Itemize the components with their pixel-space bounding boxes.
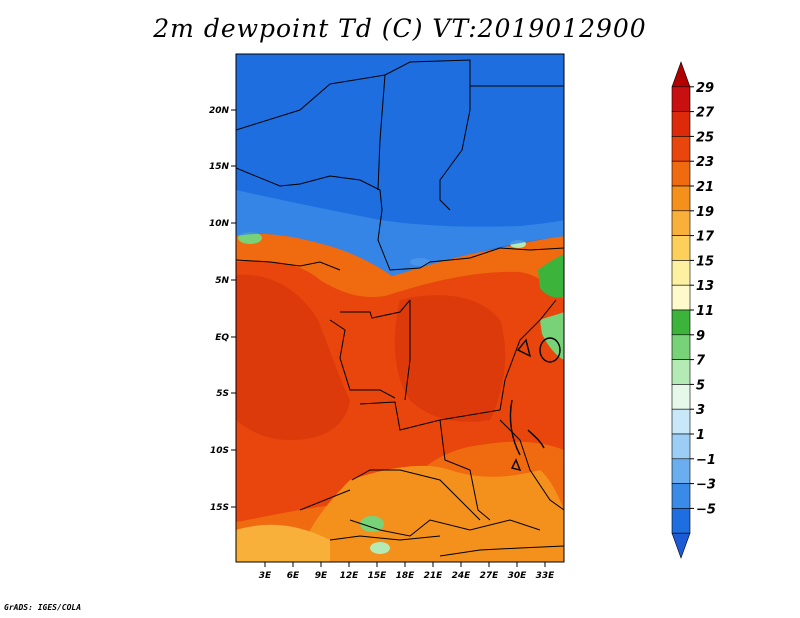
lon-axis: 3E 6E 9E 12E 15E 18E 21E 24E 27E 30E 33E (259, 562, 555, 581)
colorbar-cell (671, 384, 691, 410)
colorbar-cell (671, 433, 691, 460)
colorbar-label: 27 (696, 106, 715, 121)
colorbar-label: −1 (696, 453, 716, 468)
lat-axis: 20N 15N 10N 5N EQ 5S 10S 15S (209, 106, 236, 513)
colorbar-label: 19 (696, 205, 714, 220)
colorbar-label: 5 (696, 378, 705, 393)
colorbar-cell (671, 334, 691, 360)
colorbar-cell (671, 61, 691, 88)
colorbar-label: 13 (696, 279, 714, 294)
colorbar-label: −5 (696, 502, 716, 517)
lon-label: 27E (480, 571, 500, 581)
colorbar-label: 15 (696, 254, 714, 269)
colorbar-cell (671, 235, 691, 261)
colorbar-cell (671, 210, 691, 236)
colorbar-cell (671, 185, 691, 212)
colorbar-label: 17 (696, 230, 715, 245)
lon-label: 12E (340, 571, 360, 581)
lon-label: 9E (315, 571, 328, 581)
colorbar-cell (671, 284, 691, 311)
grads-credit: GrADS: IGES/COLA (4, 603, 82, 612)
colorbar-label: 11 (696, 304, 714, 319)
colorbar-cell (671, 136, 691, 162)
colorbar-label: 1 (696, 428, 705, 443)
lon-label: 3E (259, 571, 272, 581)
lat-label: 10N (209, 219, 230, 229)
lat-label: 15S (210, 503, 229, 513)
colorbar-label: 9 (696, 329, 705, 344)
lat-label: 5N (215, 276, 229, 286)
lon-label: 6E (287, 571, 300, 581)
lon-label: 18E (396, 571, 416, 581)
lon-label: 33E (536, 571, 556, 581)
map-title: 2m dewpoint Td (C) VT:2019012900 (153, 14, 647, 43)
map-frame (235, 53, 565, 563)
colorbar-cell (671, 483, 691, 509)
lon-label: 30E (508, 571, 528, 581)
map-field (236, 54, 564, 562)
colorbar-cell (671, 309, 691, 336)
colorbar-cell (671, 359, 691, 385)
lat-label: 5S (216, 389, 229, 399)
lat-label: 10S (210, 446, 229, 456)
colorbar: 29 27 25 23 21 19 17 15 13 11 9 7 5 3 1 −1 −3 −5 (671, 61, 716, 559)
colorbar-cell (671, 86, 691, 112)
lat-label: 20N (209, 106, 230, 116)
lon-label: 15E (368, 571, 388, 581)
colorbar-label: 23 (696, 155, 714, 170)
colorbar-cell (671, 458, 691, 484)
colorbar-label: −3 (696, 478, 716, 493)
colorbar-cell (671, 508, 691, 534)
colorbar-cell (671, 532, 691, 559)
lat-label: 15N (209, 162, 230, 172)
colorbar-cell (671, 111, 691, 137)
colorbar-cell (671, 408, 691, 435)
lat-label: EQ (215, 333, 229, 343)
colorbar-cell (671, 260, 691, 286)
lon-label: 21E (424, 571, 444, 581)
colorbar-label: 25 (696, 130, 714, 145)
colorbar-label: 21 (696, 180, 714, 195)
colorbar-cell (671, 160, 691, 187)
colorbar-label: 7 (696, 354, 706, 369)
lon-label: 24E (452, 571, 472, 581)
colorbar-label: 29 (696, 81, 714, 96)
colorbar-label: 3 (696, 403, 705, 418)
